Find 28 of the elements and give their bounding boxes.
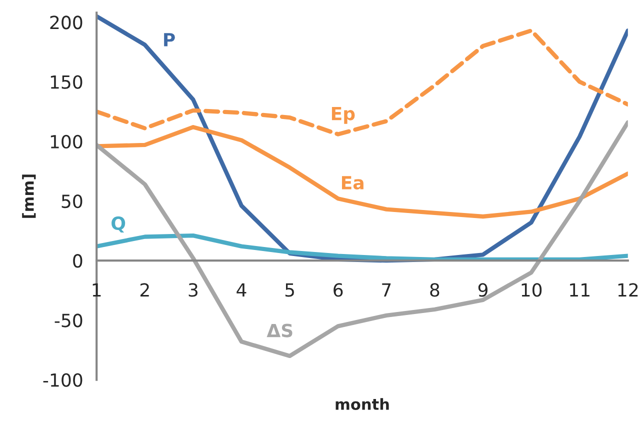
y-tick-label: 0 [73, 254, 82, 268]
x-axis-title: month [336, 398, 389, 410]
series-label: ΔS [266, 324, 292, 338]
series-label: P [164, 33, 175, 46]
series-label: Ep [332, 106, 355, 124]
x-tick-label: 5 [285, 283, 294, 297]
x-tick-label: 12 [618, 283, 638, 297]
line-series [96, 28, 628, 136]
series-label: Ea [342, 176, 364, 190]
x-tick-label: 9 [478, 283, 488, 297]
x-tick-label: 10 [522, 283, 542, 297]
y-tick-label: -100 [43, 373, 82, 387]
y-tick-label: 150 [50, 75, 82, 89]
series-label: Q [112, 216, 126, 232]
line-series [96, 14, 628, 263]
line-series [96, 233, 628, 262]
x-tick-label: 4 [236, 283, 246, 297]
x-tick-label: 6 [334, 283, 343, 297]
y-axis-title: [mm] [22, 174, 36, 218]
x-tick-label: 2 [140, 283, 149, 297]
y-tick-label: -50 [54, 314, 82, 328]
x-tick-label: 3 [188, 283, 198, 297]
y-tick-label: 100 [50, 134, 82, 149]
x-tick-label: 11 [570, 283, 590, 297]
x-tick-label: 7 [382, 283, 391, 297]
y-tick-label: 50 [62, 194, 82, 208]
x-tick-label: 8 [430, 283, 440, 297]
y-tick-label: 200 [50, 16, 82, 30]
